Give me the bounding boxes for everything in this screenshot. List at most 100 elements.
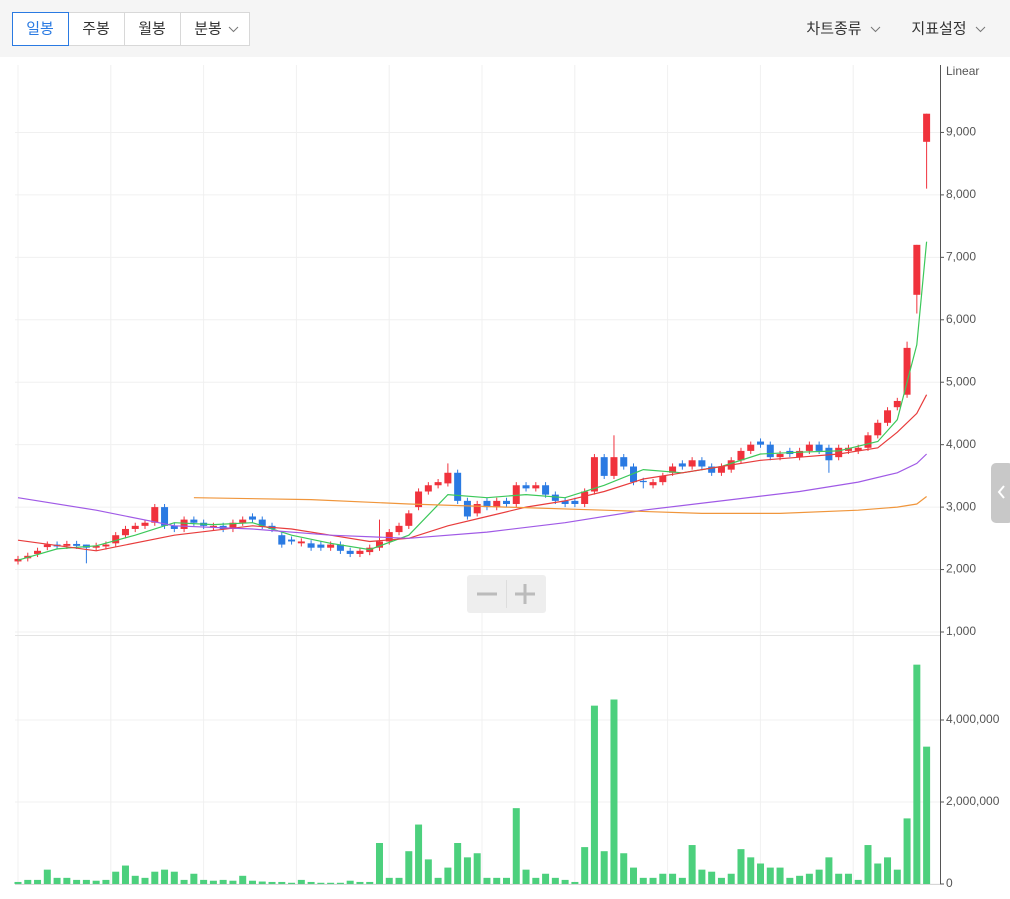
candle-body — [141, 522, 149, 526]
candle-body — [678, 463, 686, 467]
volume-bar — [297, 879, 305, 884]
volume-bar — [659, 873, 667, 884]
candle-body — [708, 466, 716, 473]
volume-bar — [278, 881, 286, 884]
volume-bar — [903, 818, 911, 884]
menu[interactable]: 지표설정 — [911, 20, 966, 38]
volume-bar — [161, 869, 169, 884]
candle-body — [258, 519, 266, 526]
candle-body — [385, 532, 393, 542]
y-tick-label: 2,000 — [946, 562, 976, 576]
volume-bar — [737, 849, 745, 884]
candle-body — [844, 447, 852, 451]
volume-bar — [463, 857, 471, 884]
candle-body — [717, 466, 725, 473]
candle-body — [307, 543, 315, 548]
volume-bar — [434, 877, 442, 884]
candle-body — [239, 519, 247, 523]
volume-bar — [581, 847, 589, 884]
candle-body — [766, 444, 774, 458]
volume-bar — [571, 881, 579, 884]
volume-bar — [874, 863, 882, 884]
candle-body — [327, 544, 335, 548]
y-tick-label: 3,000 — [946, 499, 976, 513]
candle-body — [190, 519, 198, 523]
volume-bar — [121, 865, 129, 884]
volume-bar — [610, 699, 618, 884]
volume-bar — [317, 882, 325, 884]
candle-body — [884, 410, 892, 423]
candle-body — [532, 485, 540, 489]
candle-body — [463, 500, 471, 517]
volume-bar — [209, 880, 217, 884]
volume-bar — [92, 880, 100, 884]
volume-bar — [805, 873, 813, 884]
volume-bar — [395, 877, 403, 884]
candle-body — [835, 447, 843, 458]
tab[interactable]: 월봉 — [138, 20, 166, 38]
volume-bar — [649, 877, 657, 884]
candle-body — [493, 500, 501, 508]
candle-body — [923, 113, 931, 142]
volume-bar — [542, 873, 550, 884]
candle-body — [473, 503, 481, 514]
volume-bar — [288, 882, 296, 884]
volume-bar — [219, 879, 227, 884]
volume-bar — [405, 851, 413, 884]
y-tick-label: 5,000 — [946, 374, 976, 388]
menu[interactable]: 차트종류 — [806, 20, 861, 38]
candle-body — [317, 544, 325, 548]
tab[interactable]: 분봉 — [194, 20, 222, 38]
candle-body — [43, 544, 51, 548]
volume-bar — [229, 880, 237, 884]
candle-body — [288, 539, 296, 542]
candle-body — [639, 480, 647, 483]
moving-average-line — [17, 394, 928, 552]
candle-body — [600, 457, 608, 476]
volume-bar — [180, 879, 188, 884]
tab[interactable]: 주봉 — [82, 20, 110, 38]
volume-bar — [258, 881, 266, 884]
tab[interactable]: 일봉 — [26, 20, 54, 38]
volume-bar — [483, 877, 491, 884]
volume-bar — [248, 880, 256, 884]
candle-body — [590, 457, 598, 492]
volume-bar — [346, 880, 354, 884]
candle-body — [180, 519, 188, 529]
volume-bar — [786, 877, 794, 884]
candle-body — [649, 482, 657, 486]
vertical-grid — [17, 65, 854, 884]
volume-bar — [815, 869, 823, 884]
volume-bar — [415, 824, 423, 884]
candle-body — [903, 347, 911, 395]
volume-bar — [503, 877, 510, 884]
y-tick-label: 6,000 — [946, 312, 976, 326]
candle-body — [297, 541, 305, 544]
candle-body — [620, 457, 628, 467]
candle-body — [864, 435, 872, 448]
volume-bar — [112, 871, 120, 884]
volume-bar — [493, 877, 501, 884]
candle-body — [34, 550, 42, 554]
y-tick-label: 1,000 — [946, 624, 976, 638]
volume-bar — [200, 879, 208, 884]
y-tick-label: 9,000 — [946, 125, 976, 139]
volume-bar — [73, 879, 81, 884]
candle-body — [63, 543, 71, 546]
candle-body — [805, 444, 813, 451]
volume-bar — [43, 869, 51, 884]
candle-body — [551, 494, 559, 501]
scale-label: Linear — [946, 64, 979, 78]
candle-body — [854, 447, 862, 451]
tab-selected[interactable] — [12, 12, 69, 46]
candle-body — [610, 457, 618, 476]
volume-bar — [190, 873, 198, 884]
candle-body — [659, 475, 667, 483]
candle-body — [512, 485, 520, 504]
candle-body — [522, 485, 530, 489]
volume-bar — [102, 879, 110, 884]
moving-average-line — [17, 453, 928, 539]
volume-bar — [864, 845, 872, 884]
candle-body — [542, 485, 550, 495]
volume-bar — [336, 882, 344, 884]
